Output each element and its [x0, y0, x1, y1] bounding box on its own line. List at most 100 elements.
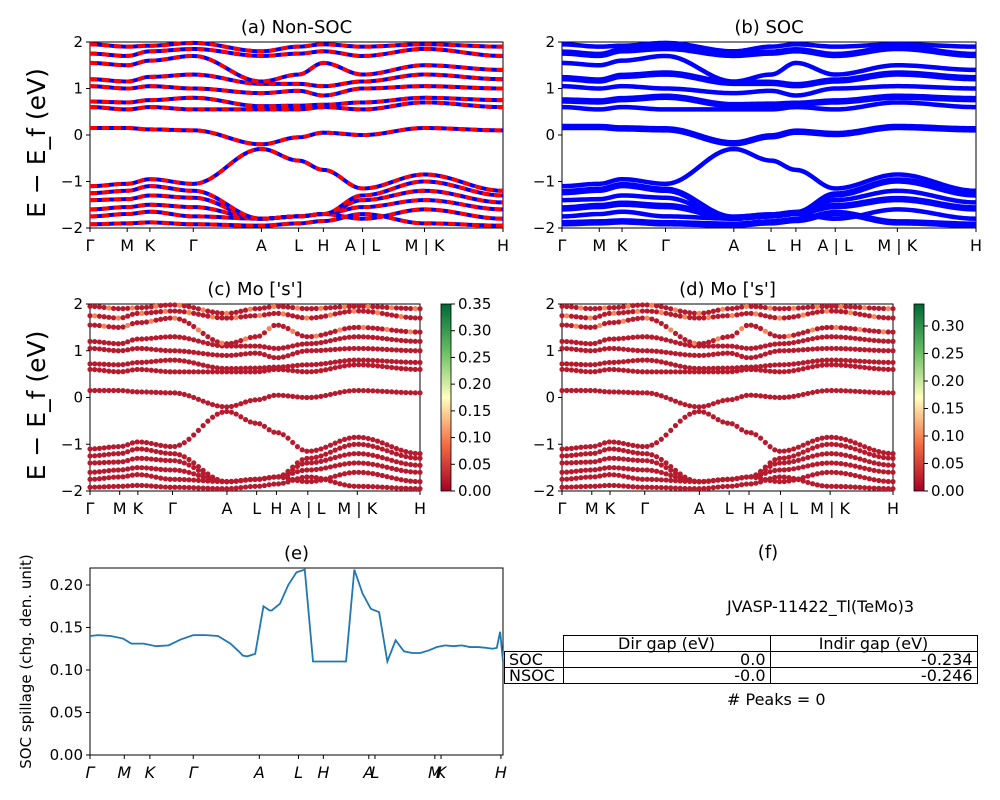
projection-point	[247, 343, 253, 349]
projection-point	[620, 346, 627, 352]
projection-point	[876, 338, 882, 344]
projection-point	[403, 328, 409, 335]
projection-point	[148, 456, 154, 462]
projection-point	[176, 467, 183, 474]
projection-point	[143, 319, 150, 325]
projection-point	[677, 351, 683, 357]
projection-point	[224, 486, 230, 492]
projection-point	[294, 394, 301, 400]
projection-point	[129, 456, 136, 462]
panel-a-title: (a) Non-SOC	[241, 17, 352, 38]
projection-point	[838, 303, 844, 310]
projection-point	[573, 484, 579, 490]
projection-point	[379, 388, 385, 394]
projection-point	[87, 469, 93, 475]
projection-point	[299, 478, 305, 484]
projection-point	[705, 411, 712, 417]
projection-point	[786, 447, 792, 453]
projection-point	[356, 441, 362, 447]
projection-point	[743, 345, 750, 351]
projection-point	[786, 305, 792, 312]
projection-point	[200, 330, 206, 337]
projection-point	[115, 369, 121, 375]
projection-point	[294, 349, 301, 356]
projection-point	[120, 467, 126, 473]
projection-point	[772, 467, 778, 474]
projection-point	[748, 392, 754, 398]
projection-point	[308, 341, 315, 347]
projection-point	[691, 478, 698, 484]
projection-point	[332, 463, 338, 469]
projection-point	[153, 448, 159, 455]
projection-point	[682, 341, 688, 348]
projection-point	[791, 368, 797, 374]
projection-point	[143, 346, 150, 352]
projection-point	[715, 399, 721, 405]
projection-point	[885, 390, 891, 396]
projection-point	[687, 369, 693, 375]
x-tick-label: A | L	[818, 236, 854, 255]
projection-point	[696, 315, 702, 321]
projection-point	[92, 366, 98, 373]
projection-point	[252, 476, 258, 482]
projection-point	[687, 339, 693, 345]
projection-point	[772, 348, 778, 354]
projection-point	[148, 447, 154, 454]
projection-point	[323, 339, 329, 345]
projection-point	[162, 457, 169, 463]
projection-point	[743, 392, 750, 398]
projection-point	[200, 467, 206, 473]
projection-point	[705, 402, 712, 408]
projection-point	[214, 342, 220, 348]
projection-point	[384, 388, 390, 395]
projection-point	[261, 395, 268, 401]
projection-point	[228, 403, 235, 410]
projection-point	[143, 310, 150, 316]
projection-point	[280, 392, 286, 399]
projection-point	[332, 337, 338, 343]
projection-point	[252, 350, 258, 356]
projection-point	[781, 460, 787, 466]
projection-point	[701, 310, 707, 316]
projection-point	[814, 358, 820, 364]
projection-point	[313, 314, 319, 321]
y-tick-label: 2	[545, 295, 555, 313]
projection-point	[228, 310, 235, 316]
panel-d-title: (d) Mo ['s']	[679, 279, 776, 300]
projection-point	[294, 444, 301, 450]
projection-point	[143, 483, 150, 489]
projection-point	[606, 336, 612, 342]
projection-point	[625, 441, 631, 448]
projection-point	[729, 369, 735, 375]
projection-point	[139, 366, 145, 373]
projection-point	[715, 343, 721, 349]
y-tick-label: 0	[545, 126, 555, 144]
projection-point	[332, 390, 338, 397]
projection-point	[833, 441, 839, 448]
projection-point	[649, 369, 655, 375]
band-line-soc	[561, 83, 977, 98]
projection-point	[611, 455, 617, 461]
x-tick-label: H	[970, 236, 982, 255]
projection-point	[299, 362, 305, 368]
projection-point	[791, 332, 797, 338]
projection-point	[195, 485, 202, 491]
projection-point	[417, 315, 423, 321]
projection-point	[412, 486, 418, 492]
projection-point	[564, 361, 570, 367]
projection-point	[852, 455, 858, 461]
projection-point	[715, 313, 721, 320]
projection-point	[389, 305, 395, 311]
projection-point	[587, 474, 593, 480]
projection-point	[847, 444, 854, 451]
projection-point	[148, 440, 154, 447]
projection-point	[800, 442, 806, 448]
projection-point	[143, 304, 150, 310]
projection-point	[332, 365, 338, 371]
projection-point	[630, 309, 636, 315]
projection-point	[611, 336, 617, 342]
projection-point	[115, 467, 121, 473]
projection-point	[611, 439, 617, 445]
projection-point	[653, 460, 660, 466]
projection-point	[611, 305, 617, 311]
